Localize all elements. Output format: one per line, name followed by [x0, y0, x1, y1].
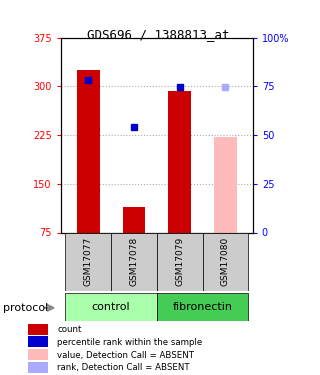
Bar	[157, 292, 248, 321]
Bar	[28, 336, 48, 347]
Text: fibronectin: fibronectin	[172, 302, 233, 312]
Text: rank, Detection Call = ABSENT: rank, Detection Call = ABSENT	[57, 363, 190, 372]
Text: GSM17080: GSM17080	[221, 237, 230, 286]
Text: value, Detection Call = ABSENT: value, Detection Call = ABSENT	[57, 351, 194, 360]
Text: GSM17077: GSM17077	[84, 237, 93, 286]
Text: GSM17079: GSM17079	[175, 237, 184, 286]
Bar	[157, 232, 203, 291]
Bar	[28, 362, 48, 373]
Bar	[77, 70, 100, 232]
Bar	[28, 349, 48, 360]
Bar	[168, 92, 191, 232]
Bar	[65, 232, 111, 291]
Text: percentile rank within the sample: percentile rank within the sample	[57, 338, 203, 347]
Text: control: control	[92, 302, 130, 312]
Bar	[123, 207, 145, 232]
Bar	[214, 137, 237, 232]
Text: GSM17078: GSM17078	[130, 237, 139, 286]
Bar	[65, 292, 157, 321]
Bar	[203, 232, 248, 291]
Text: count: count	[57, 325, 82, 334]
Text: GDS696 / 1388813_at: GDS696 / 1388813_at	[87, 28, 230, 41]
Bar	[28, 324, 48, 335]
Bar	[111, 232, 157, 291]
Text: protocol: protocol	[3, 303, 48, 313]
